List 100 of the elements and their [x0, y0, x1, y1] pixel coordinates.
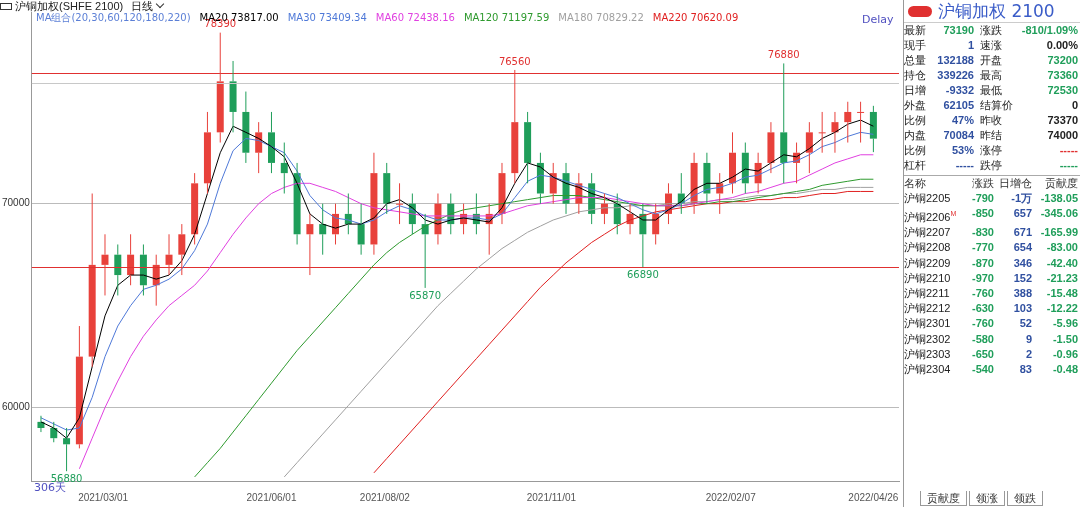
chart-title: 沪铜加权(SHFE 2100)	[15, 0, 124, 12]
text: 最高	[979, 68, 1003, 83]
x-tick-label: 2022/04/26	[848, 491, 899, 503]
text: -1.50	[1051, 331, 1078, 347]
text: 内盘	[904, 128, 927, 143]
text: 沪铜2207	[904, 225, 952, 241]
text: 沪铜2208	[904, 240, 952, 256]
text: -760	[970, 286, 994, 302]
text: 外盘	[904, 98, 927, 113]
text: 沪铜2302	[904, 331, 952, 347]
text: 654	[1012, 240, 1032, 256]
candlestick	[536, 152, 544, 205]
chart-subtitle: 日线	[131, 0, 154, 12]
text: 388	[1012, 286, 1032, 302]
y-tick-label: 60000	[2, 401, 31, 413]
text: -21.23	[1045, 270, 1078, 286]
candlestick	[293, 162, 301, 245]
text: 346	[1012, 255, 1032, 271]
text: -138.05	[1039, 191, 1078, 207]
x-tick-label: 2022/02/07	[705, 491, 757, 503]
legend-title: MA组合(20,30,60,120,180,220)	[36, 12, 191, 23]
text: 62105	[942, 98, 974, 113]
text: 日增仓	[998, 176, 1032, 191]
candlestick	[216, 32, 224, 144]
text: 306天	[34, 481, 66, 495]
text: -770	[970, 240, 994, 256]
text: -580	[970, 331, 994, 347]
candlestick	[178, 223, 186, 276]
candlestick	[729, 131, 737, 195]
text: -9332	[944, 83, 974, 98]
text: 速涨	[979, 38, 1003, 53]
candlestick	[267, 111, 275, 174]
text: -----	[1058, 143, 1078, 158]
x-tick-label: 2021/03/01	[78, 491, 129, 503]
text: 沪铜2301	[904, 316, 952, 332]
text: -165.99	[1039, 225, 1078, 241]
text: 开盘	[979, 53, 1003, 68]
candlestick	[511, 69, 519, 184]
text: 1	[966, 38, 974, 53]
text: 最低	[979, 83, 1003, 98]
text: MA60 72438.16	[375, 12, 455, 23]
text: -15.48	[1045, 286, 1078, 302]
text: -630	[970, 301, 994, 317]
text: -----	[954, 158, 974, 173]
text: -5.96	[1051, 316, 1078, 332]
text: 涨跌	[979, 23, 1003, 38]
candlestick	[780, 62, 788, 184]
candlestick	[703, 152, 711, 205]
candlestick	[306, 213, 314, 276]
text: MA120 71197.59	[463, 12, 550, 23]
candlestick	[869, 105, 877, 153]
candlestick	[191, 172, 199, 245]
candlestick	[101, 233, 109, 296]
text: 沪铜2304	[904, 362, 952, 378]
text: 涨跌	[971, 176, 994, 191]
annotation: Delay	[862, 13, 894, 26]
text: 沪铜2209	[904, 255, 952, 271]
text: -12.22	[1045, 301, 1078, 317]
text: 领涨	[969, 491, 1005, 506]
text: 跌停	[979, 158, 1003, 173]
candlestick	[767, 121, 775, 174]
annotation: 76880	[767, 49, 800, 61]
text: 沪铜2212	[904, 301, 952, 317]
text: 名称	[904, 176, 927, 191]
text: 沪铜2206$^{M}$	[904, 209, 958, 226]
candlestick	[370, 152, 378, 256]
text: -650	[970, 346, 994, 362]
text: 涨停	[979, 143, 1003, 158]
text: 日增	[904, 83, 927, 98]
text: 比例	[904, 143, 927, 158]
text: 74000	[1046, 128, 1078, 143]
candlestick	[114, 243, 122, 296]
text: 沪铜加权 2100	[938, 1, 1055, 21]
text: -850	[970, 206, 994, 222]
text: 贡献度	[1044, 176, 1078, 191]
text: 持仓	[904, 68, 927, 83]
text: 70084	[942, 128, 974, 143]
text: -540	[970, 362, 994, 378]
text: 657	[1012, 206, 1032, 222]
text: 73200	[1046, 53, 1078, 68]
text: 132188	[936, 53, 974, 68]
text: 杠杆	[904, 158, 927, 173]
text: MA220 70620.09	[652, 12, 739, 23]
text: 72530	[1046, 83, 1078, 98]
text: 339226	[936, 68, 974, 83]
text: -83.00	[1045, 240, 1078, 256]
text: 沪铜2205	[904, 191, 952, 207]
annotation: 65870	[409, 289, 442, 301]
text: -----	[1058, 158, 1078, 173]
text: 沪铜2210	[904, 270, 952, 286]
text: 73360	[1046, 68, 1078, 83]
x-tick-label: 2021/08/02	[359, 491, 411, 503]
text: 83	[1018, 362, 1032, 378]
candlestick	[127, 233, 135, 286]
y-tick-label: 70000	[2, 197, 31, 209]
candlestick	[75, 325, 83, 449]
text: 最新	[904, 23, 927, 38]
text: 现手	[904, 38, 927, 53]
text: -760	[970, 316, 994, 332]
text: MA30 73409.34	[287, 12, 367, 23]
